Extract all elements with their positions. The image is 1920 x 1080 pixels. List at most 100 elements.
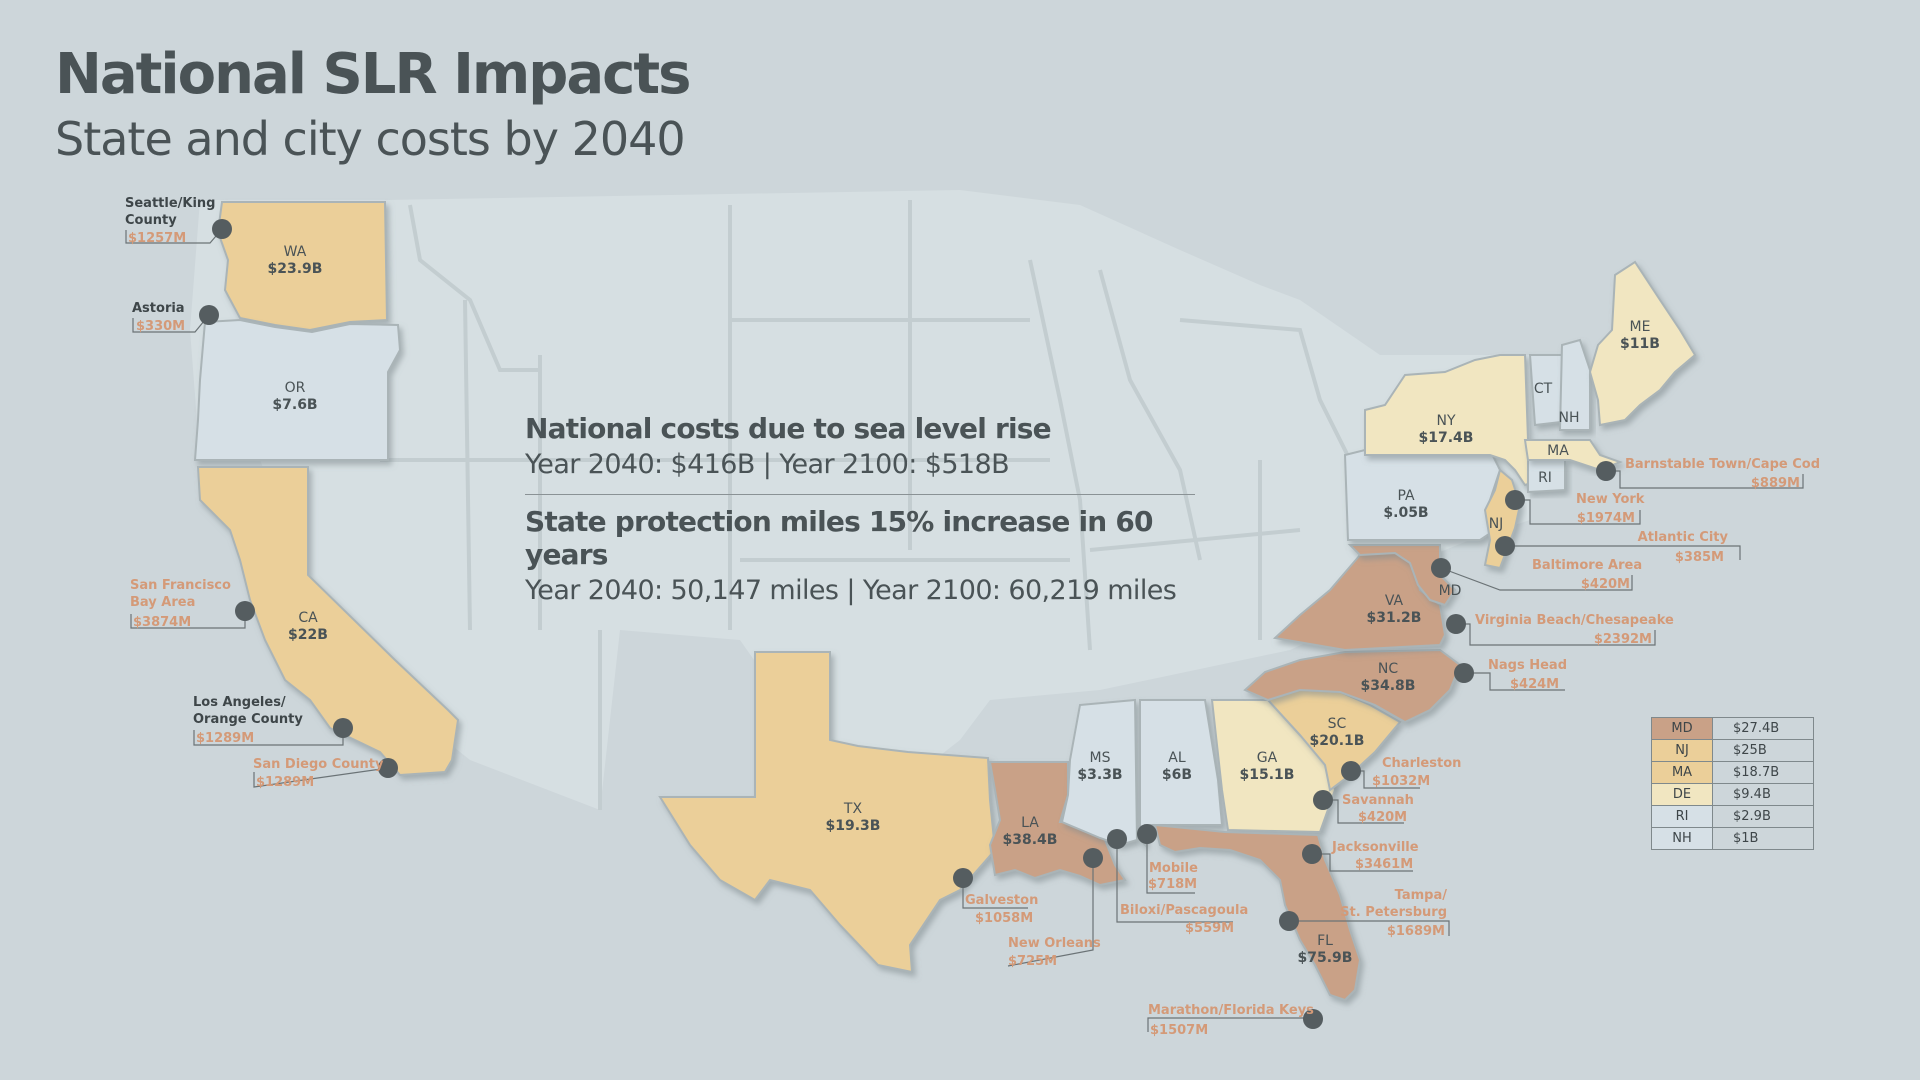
legend-value: $27.4B	[1712, 717, 1814, 740]
city-marker-seattle[interactable]	[212, 219, 232, 239]
state-labels: WA $23.9B OR $7.6B CA $22B TX $19.3B LA …	[268, 244, 1660, 966]
city-name-atlantic-city: Atlantic City	[1638, 530, 1729, 545]
city-callouts: Seattle/King County $1257M Astoria $330M …	[125, 196, 1820, 1038]
state-label-pa: PA	[1397, 488, 1415, 504]
state-label-nc: NC	[1378, 661, 1398, 677]
state-or	[193, 318, 402, 461]
state-label-ct: CT	[1534, 381, 1553, 397]
city-value-atlantic-city: $385M	[1675, 550, 1724, 565]
city-value-galveston: $1058M	[975, 911, 1033, 926]
city-marker-astoria[interactable]	[199, 305, 219, 325]
city-marker-los-angeles[interactable]	[333, 718, 353, 738]
city-value-san-francisco: $3874M	[133, 615, 191, 630]
city-value-savannah: $420M	[1358, 810, 1407, 825]
city-name-baltimore: Baltimore Area	[1532, 558, 1642, 573]
state-value-sc: $20.1B	[1310, 733, 1365, 749]
city-value-mobile: $718M	[1148, 877, 1197, 892]
city-marker-baltimore[interactable]	[1431, 558, 1451, 578]
state-label-ma: MA	[1547, 443, 1569, 459]
state-value-ny: $17.4B	[1419, 430, 1474, 446]
interior-state-borders	[380, 200, 1352, 810]
city-name-new-york: New York	[1576, 492, 1645, 507]
legend-row: DE $9.4B	[1651, 783, 1814, 806]
state-ms	[1060, 698, 1139, 847]
city-name-biloxi: Biloxi/Pascagoula	[1120, 903, 1248, 918]
city-value-jacksonville: $3461M	[1355, 857, 1413, 872]
city-value-tampa: $1689M	[1387, 924, 1445, 939]
city-name-new-orleans: New Orleans	[1008, 936, 1101, 951]
city-value-baltimore: $420M	[1581, 577, 1630, 592]
city-name-jacksonville: Jacksonville	[1331, 840, 1419, 855]
city-marker-san-francisco[interactable]	[235, 601, 255, 621]
national-miles-values: Year 2040: 50,147 miles | Year 2100: 60,…	[525, 575, 1177, 606]
state-label-ny: NY	[1436, 413, 1455, 429]
city-value-seattle: $1257M	[128, 231, 186, 246]
summary-divider	[525, 494, 1195, 495]
national-cost-heading: National costs due to sea level rise	[525, 412, 1052, 445]
city-name-nags-head: Nags Head	[1488, 658, 1567, 673]
state-label-ri: RI	[1538, 470, 1552, 486]
legend-state: NH	[1651, 827, 1713, 850]
state-nc	[1243, 648, 1462, 724]
national-cost-values: Year 2040: $416B | Year 2100: $518B	[525, 449, 1010, 480]
city-name-tampa: Tampa/St. Petersburg	[1340, 888, 1447, 920]
city-name-barnstable: Barnstable Town/Cape Cod	[1625, 457, 1820, 472]
city-marker-marathon[interactable]	[1303, 1009, 1323, 1029]
legend-value: $9.4B	[1712, 783, 1814, 806]
city-marker-jacksonville[interactable]	[1302, 844, 1322, 864]
state-value-nc: $34.8B	[1361, 678, 1416, 694]
legend-state: MD	[1651, 717, 1713, 740]
city-marker-charleston[interactable]	[1341, 761, 1361, 781]
national-miles-heading: State protection miles 15% increase in 6…	[525, 505, 1154, 571]
state-label-tx: TX	[843, 801, 863, 817]
city-value-barnstable: $889M	[1751, 476, 1800, 491]
legend-state: MA	[1651, 761, 1713, 784]
city-name-los-angeles: Los Angeles/Orange County	[193, 695, 303, 727]
city-marker-tampa[interactable]	[1279, 911, 1299, 931]
legend-value: $25B	[1712, 739, 1814, 762]
city-value-nags-head: $424M	[1510, 677, 1559, 692]
city-marker-san-diego[interactable]	[378, 758, 398, 778]
state-label-ms: MS	[1090, 750, 1111, 766]
state-label-wa: WA	[284, 244, 307, 260]
city-marker-mobile[interactable]	[1137, 824, 1157, 844]
city-marker-atlantic-city[interactable]	[1495, 536, 1515, 556]
city-marker-savannah[interactable]	[1313, 790, 1333, 810]
state-label-nh: NH	[1559, 410, 1580, 426]
city-name-astoria: Astoria	[132, 301, 185, 316]
us-outline	[190, 190, 1530, 810]
city-name-savannah: Savannah	[1342, 793, 1414, 808]
state-value-fl: $75.9B	[1298, 950, 1353, 966]
city-marker-galveston[interactable]	[953, 868, 973, 888]
state-value-ga: $15.1B	[1240, 767, 1295, 783]
city-marker-new-orleans[interactable]	[1083, 848, 1103, 868]
state-tx	[658, 651, 997, 974]
state-value-la: $38.4B	[1003, 832, 1058, 848]
state-value-pa: $.05B	[1383, 505, 1428, 521]
legend-row: MA $18.7B	[1651, 761, 1814, 784]
city-marker-new-york[interactable]	[1505, 490, 1525, 510]
city-marker-biloxi[interactable]	[1107, 829, 1127, 849]
legend-row: RI $2.9B	[1651, 805, 1814, 828]
legend-state: DE	[1651, 783, 1713, 806]
state-label-ca: CA	[298, 610, 318, 626]
state-nh	[1558, 338, 1591, 431]
state-label-la: LA	[1021, 815, 1039, 831]
state-value-or: $7.6B	[272, 397, 317, 413]
state-fl	[1153, 823, 1362, 1002]
state-shapes	[193, 201, 1697, 1002]
city-marker-virginia-beach[interactable]	[1446, 614, 1466, 634]
city-name-seattle: Seattle/King County	[125, 196, 216, 228]
city-marker-barnstable[interactable]	[1596, 461, 1616, 481]
legend-row: NJ $25B	[1651, 739, 1814, 762]
state-value-me: $11B	[1620, 336, 1660, 352]
state-label-md: MD	[1439, 583, 1462, 599]
state-label-ga: GA	[1257, 750, 1278, 766]
city-name-mobile: Mobile	[1149, 861, 1198, 876]
city-marker-nags-head[interactable]	[1454, 663, 1474, 683]
city-value-new-orleans: $725M	[1008, 954, 1057, 969]
state-value-ca: $22B	[288, 627, 328, 643]
state-label-nj: NJ	[1489, 516, 1504, 532]
legend-value: $1B	[1712, 827, 1814, 850]
